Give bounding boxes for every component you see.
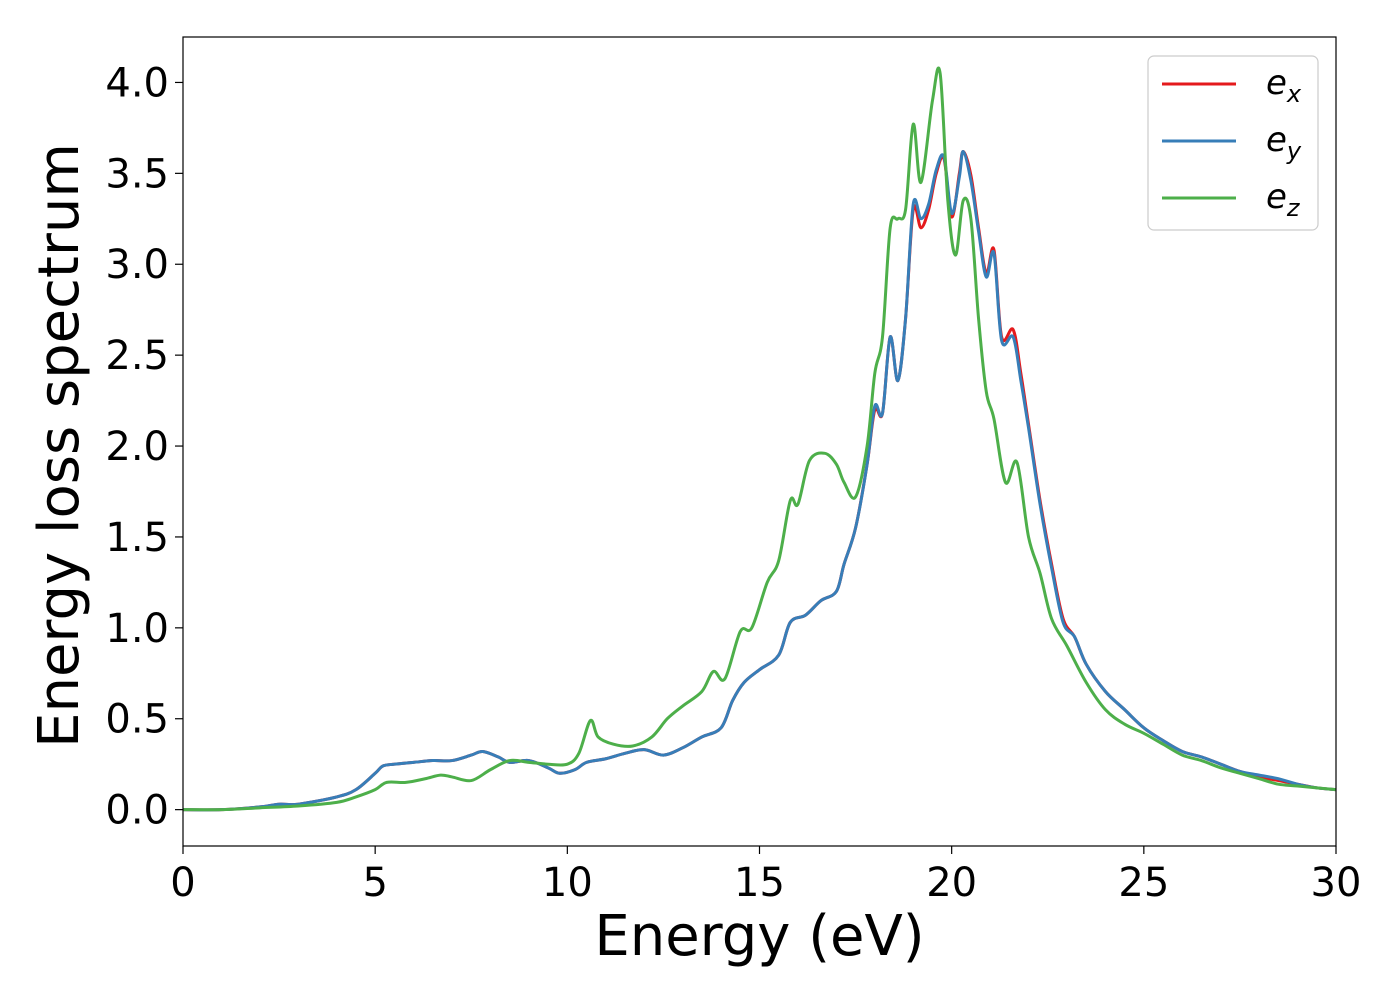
- y-tick-label: 0.0: [105, 788, 169, 834]
- x-tick-label: 10: [542, 860, 593, 906]
- y-tick-label: 0.5: [105, 697, 169, 743]
- y-axis-label: Energy loss spectrum: [27, 143, 92, 748]
- x-tick-label: 5: [362, 860, 387, 906]
- x-tick-label: 20: [926, 860, 977, 906]
- x-axis-label: Energy (eV): [594, 904, 924, 969]
- y-tick-label: 2.0: [105, 424, 169, 470]
- y-tick-label: 3.5: [105, 151, 169, 197]
- x-tick-label: 0: [170, 860, 195, 906]
- x-tick-label: 30: [1311, 860, 1362, 906]
- y-tick-label: 1.5: [105, 515, 169, 561]
- y-tick-label: 2.5: [105, 333, 169, 379]
- y-tick-label: 4.0: [105, 60, 169, 106]
- x-tick-label: 15: [734, 860, 785, 906]
- y-tick-label: 1.0: [105, 606, 169, 652]
- x-tick-label: 25: [1118, 860, 1169, 906]
- y-tick-label: 3.0: [105, 242, 169, 288]
